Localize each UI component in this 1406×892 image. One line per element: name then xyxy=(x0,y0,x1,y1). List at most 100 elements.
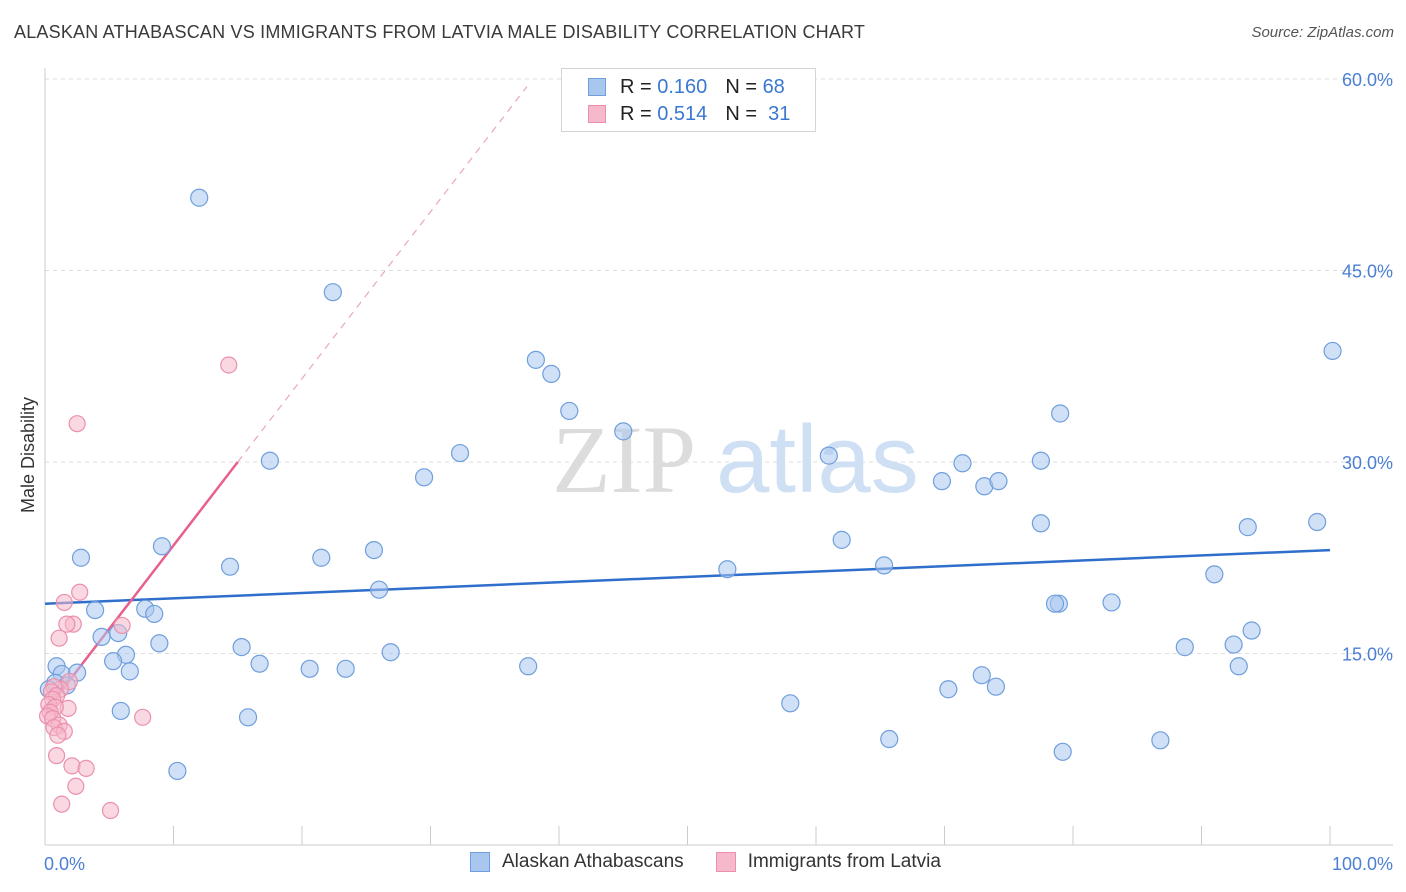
data-point-alaskan-athabascans xyxy=(932,472,952,491)
trend-line-blue xyxy=(44,548,1331,605)
data-point-alaskan-athabascans xyxy=(323,283,342,302)
data-point-alaskan-athabascans xyxy=(168,761,187,781)
data-point-alaskan-athabascans xyxy=(819,446,838,465)
data-point-immigrants-from-latvia xyxy=(77,759,95,778)
data-point-immigrants-from-latvia xyxy=(55,593,73,612)
x-tick-label: 100.0% xyxy=(1332,854,1393,874)
legend-swatch-blue xyxy=(588,78,606,96)
data-point-immigrants-from-latvia xyxy=(67,777,85,795)
data-point-alaskan-athabascans xyxy=(111,701,130,721)
data-point-alaskan-athabascans xyxy=(381,643,400,662)
data-point-alaskan-athabascans xyxy=(526,350,545,369)
data-point-alaskan-athabascans xyxy=(364,540,384,560)
legend-n-value: 31 xyxy=(768,102,791,125)
trend-line-pink-extension xyxy=(237,86,528,463)
legend-row-pink: R = 0.514 N = 31 xyxy=(588,101,790,127)
data-point-immigrants-from-latvia xyxy=(63,757,81,775)
data-point-alaskan-athabascans xyxy=(232,638,251,657)
legend-n-label: N = xyxy=(725,75,757,98)
series-immigrants-from-latvia xyxy=(38,356,238,820)
stats-legend: R = 0.160 N = 68 R = 0.514 N = 31 xyxy=(561,68,816,132)
source-note: Source: ZipAtlas.com xyxy=(1251,24,1394,41)
data-point-immigrants-from-latvia xyxy=(134,708,152,726)
data-point-alaskan-athabascans xyxy=(450,443,470,463)
data-point-alaskan-athabascans xyxy=(986,677,1006,696)
legend-r-value: 0.514 xyxy=(657,102,708,125)
data-point-alaskan-athabascans xyxy=(1151,731,1170,750)
data-point-alaskan-athabascans xyxy=(718,560,737,579)
legend-r-label: R = xyxy=(620,75,652,98)
axes xyxy=(44,68,1393,846)
series-alaskan-athabascans xyxy=(39,188,1342,781)
data-point-alaskan-athabascans xyxy=(542,364,561,384)
legend-row-blue: R = 0.160 N = 68 xyxy=(588,74,785,100)
data-point-alaskan-athabascans xyxy=(150,634,169,653)
data-point-alaskan-athabascans xyxy=(1229,657,1248,676)
data-point-immigrants-from-latvia xyxy=(47,747,66,765)
watermark-zip: ZIP xyxy=(552,406,696,513)
trend-lines xyxy=(44,86,1331,713)
watermark-atlas: atlas xyxy=(716,406,919,513)
data-point-alaskan-athabascans xyxy=(1053,742,1072,761)
data-point-alaskan-athabascans xyxy=(190,188,209,207)
data-point-alaskan-athabascans xyxy=(1224,635,1243,654)
data-point-alaskan-athabascans xyxy=(832,530,851,549)
data-point-alaskan-athabascans xyxy=(1045,594,1065,613)
data-point-alaskan-athabascans xyxy=(238,708,258,727)
data-point-alaskan-athabascans xyxy=(250,654,269,673)
data-point-alaskan-athabascans xyxy=(71,548,91,567)
legend-n-value: 68 xyxy=(762,75,785,98)
y-axis-label: Male Disability xyxy=(18,397,38,513)
data-point-alaskan-athabascans xyxy=(614,422,633,441)
data-point-alaskan-athabascans xyxy=(92,627,111,647)
legend-r-value: 0.160 xyxy=(657,75,708,98)
data-point-alaskan-athabascans xyxy=(989,472,1008,491)
data-point-alaskan-athabascans xyxy=(1102,593,1121,612)
legend-label: Alaskan Athabascans xyxy=(502,851,684,872)
legend-swatch-pink xyxy=(715,852,736,872)
data-point-immigrants-from-latvia xyxy=(50,629,68,647)
data-point-immigrants-from-latvia xyxy=(68,415,86,433)
y-tick-label: 15.0% xyxy=(1342,645,1393,665)
data-point-alaskan-athabascans xyxy=(972,666,991,685)
data-point-immigrants-from-latvia xyxy=(58,615,76,633)
data-point-alaskan-athabascans xyxy=(220,557,240,576)
data-point-alaskan-athabascans xyxy=(880,729,899,749)
data-point-alaskan-athabascans xyxy=(939,680,958,699)
data-point-alaskan-athabascans xyxy=(1323,341,1342,361)
y-tick-label: 30.0% xyxy=(1342,453,1393,473)
legend-label: Immigrants from Latvia xyxy=(747,851,941,872)
data-point-alaskan-athabascans xyxy=(953,454,972,473)
data-point-alaskan-athabascans xyxy=(1051,404,1070,423)
data-point-immigrants-from-latvia xyxy=(220,356,238,374)
data-point-alaskan-athabascans xyxy=(370,580,389,599)
data-point-immigrants-from-latvia xyxy=(101,801,120,820)
data-point-alaskan-athabascans xyxy=(1308,512,1327,532)
data-point-alaskan-athabascans xyxy=(120,662,139,681)
data-point-alaskan-athabascans xyxy=(104,652,123,671)
chart-title: ALASKAN ATHABASCAN VS IMMIGRANTS FROM LA… xyxy=(14,22,866,42)
legend-r-label: R = xyxy=(620,102,652,125)
legend-swatch-blue xyxy=(470,852,490,872)
data-point-alaskan-athabascans xyxy=(1205,565,1224,584)
data-point-alaskan-athabascans xyxy=(145,604,164,624)
data-point-immigrants-from-latvia xyxy=(53,795,71,813)
data-point-alaskan-athabascans xyxy=(86,600,105,620)
data-point-alaskan-athabascans xyxy=(781,694,800,713)
data-point-immigrants-from-latvia xyxy=(71,583,89,601)
data-point-alaskan-athabascans xyxy=(560,401,579,421)
data-point-alaskan-athabascans xyxy=(1031,514,1050,533)
legend-item-alaskan-athabascans: Alaskan Athabascans xyxy=(470,851,684,873)
data-point-alaskan-athabascans xyxy=(414,468,434,487)
data-point-alaskan-athabascans xyxy=(336,659,355,678)
data-point-immigrants-from-latvia xyxy=(113,616,131,635)
data-point-alaskan-athabascans xyxy=(1031,451,1050,470)
legend-n-label: N = xyxy=(725,102,757,125)
y-tick-label: 60.0% xyxy=(1342,70,1393,90)
data-point-alaskan-athabascans xyxy=(300,659,319,678)
data-point-alaskan-athabascans xyxy=(875,556,894,575)
legend-swatch-pink xyxy=(588,105,606,123)
data-point-alaskan-athabascans xyxy=(1175,638,1194,657)
legend-item-immigrants-from-latvia: Immigrants from Latvia xyxy=(715,851,941,873)
